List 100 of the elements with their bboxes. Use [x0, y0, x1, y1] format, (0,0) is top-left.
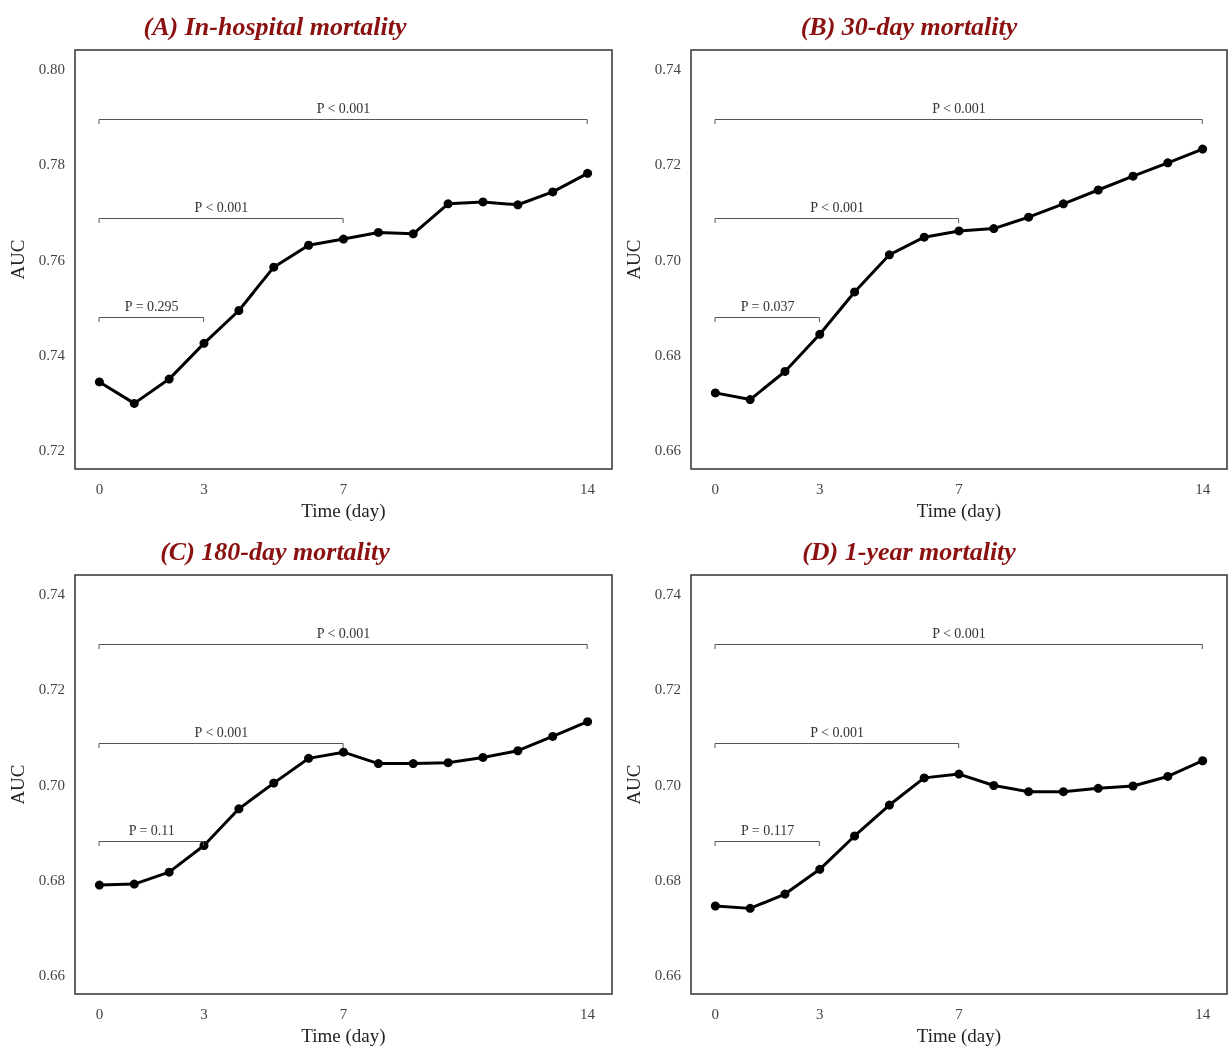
point [815, 329, 825, 339]
chart-title: (D) 1-year mortality [802, 536, 1017, 566]
point [1058, 199, 1068, 209]
point [745, 395, 755, 405]
x-tick-label: 0 [95, 1005, 104, 1022]
y-tick-label: 0.74 [38, 346, 66, 363]
annotation: P < 0.001 [932, 625, 986, 642]
x-tick-label: 3 [200, 1005, 208, 1022]
point [443, 758, 453, 768]
y-tick-label: 0.74 [654, 586, 682, 603]
point [478, 752, 488, 762]
y-tick-label: 0.66 [654, 967, 682, 984]
y-tick-label: 0.72 [38, 442, 65, 459]
point [548, 731, 558, 741]
point [548, 187, 558, 197]
y-axis-title: AUC [7, 239, 28, 280]
y-tick-label: 0.68 [654, 871, 681, 888]
y-tick-label: 0.70 [654, 251, 681, 268]
y-tick-label: 0.70 [38, 776, 65, 793]
annotation: P < 0.001 [932, 101, 986, 118]
point [1128, 171, 1138, 181]
x-axis-title: Time (day) [916, 1025, 1002, 1047]
x-axis-title: Time (day) [301, 1025, 386, 1047]
y-tick-label: 0.72 [38, 681, 65, 698]
x-tick-label: 3 [200, 480, 208, 497]
point [583, 717, 593, 727]
annotation: P = 0.295 [124, 298, 179, 315]
annotation: P < 0.001 [316, 625, 371, 642]
chart-title: (B) 30-day mortality [800, 11, 1018, 41]
point [269, 778, 279, 788]
x-tick-label: 3 [816, 1005, 824, 1022]
point [745, 903, 755, 913]
point [1093, 783, 1103, 793]
x-tick-label: 0 [711, 1005, 720, 1022]
point [989, 224, 999, 234]
chart-title: (A) In-hospital mortality [143, 11, 407, 41]
point [269, 262, 279, 272]
point [164, 374, 174, 384]
chart-title: (C) 180-day mortality [160, 536, 391, 566]
point [850, 287, 860, 297]
point [1198, 756, 1208, 766]
annotation: P = 0.037 [740, 298, 795, 315]
point [884, 250, 894, 260]
x-tick-label: 0 [711, 480, 720, 497]
y-tick-label: 0.66 [38, 967, 66, 984]
point [129, 398, 139, 408]
point [94, 880, 104, 890]
point [780, 366, 790, 376]
x-axis-title: Time (day) [301, 500, 386, 522]
point [780, 889, 790, 899]
x-tick-label: 7 [339, 1005, 348, 1022]
y-axis-title: AUC [7, 764, 28, 805]
y-tick-label: 0.68 [654, 346, 681, 363]
annotation: P < 0.001 [316, 101, 371, 118]
point [129, 879, 139, 889]
point [513, 746, 523, 756]
x-tick-label: 3 [816, 480, 824, 497]
y-tick-label: 0.68 [38, 871, 65, 888]
point [373, 227, 383, 237]
point [164, 867, 174, 877]
y-tick-label: 0.72 [654, 681, 681, 698]
y-tick-label: 0.76 [38, 251, 66, 268]
point [850, 831, 860, 841]
annotation: P = 0.117 [740, 823, 795, 840]
point [443, 199, 453, 209]
point [884, 800, 894, 810]
point [1024, 787, 1034, 797]
y-tick-label: 0.78 [38, 156, 65, 173]
point [954, 226, 964, 236]
point [408, 759, 418, 769]
annotation: P < 0.001 [194, 200, 249, 217]
x-tick-label: 14 [1195, 480, 1211, 497]
point [304, 240, 314, 250]
point [815, 864, 825, 874]
x-tick-label: 7 [339, 480, 348, 497]
point [1163, 771, 1173, 781]
point [1163, 158, 1173, 168]
point [710, 388, 720, 398]
point [408, 229, 418, 239]
point [1058, 787, 1068, 797]
point [1128, 781, 1138, 791]
point [989, 781, 999, 790]
point [919, 232, 929, 242]
y-tick-label: 0.70 [654, 776, 681, 793]
point [710, 901, 720, 911]
y-tick-label: 0.80 [38, 61, 65, 78]
point [199, 338, 209, 348]
y-tick-label: 0.74 [654, 61, 682, 78]
point [373, 759, 383, 769]
point [234, 804, 244, 814]
x-tick-label: 7 [955, 480, 964, 497]
annotation: P < 0.001 [194, 724, 249, 741]
y-tick-label: 0.72 [654, 156, 681, 173]
y-tick-label: 0.66 [654, 442, 682, 459]
y-tick-label: 0.74 [38, 586, 66, 603]
x-tick-label: 0 [95, 480, 104, 497]
point [954, 769, 964, 779]
point [339, 747, 348, 757]
y-axis-title: AUC [623, 764, 644, 805]
x-tick-label: 7 [955, 1005, 964, 1022]
